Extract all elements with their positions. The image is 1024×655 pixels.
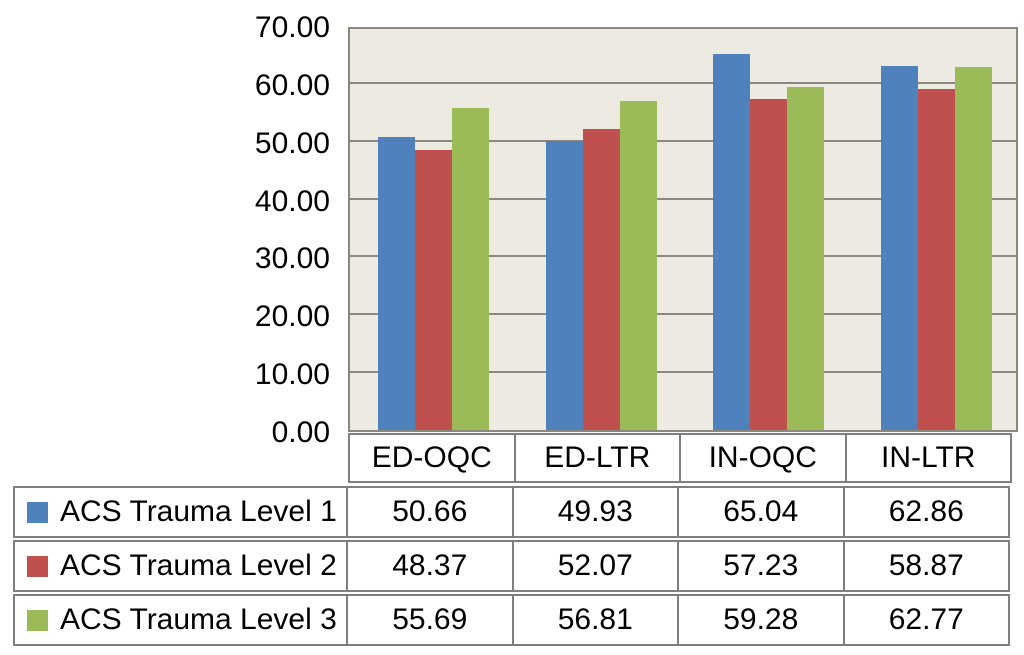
plot-area [348, 27, 1018, 432]
gridline [350, 255, 1016, 258]
y-axis: 0.00 10.00 20.00 30.00 40.00 50.00 60.00 70.00 [0, 0, 340, 460]
bar-ed-oqc-level-2 [415, 150, 453, 430]
value-cell-in-ltr-level-1: 62.86 [842, 486, 1010, 538]
bar-in-oqc-level-2 [750, 98, 788, 430]
y-tick-label: 70.00 [254, 11, 330, 44]
value-cell-ed-ltr-level-3: 56.81 [511, 594, 679, 646]
gridline [350, 313, 1016, 316]
legend-swatch-icon [27, 501, 48, 523]
gridline [350, 197, 1016, 200]
legend-label: ACS Trauma Level 3 [60, 603, 337, 636]
bar-in-oqc-level-1 [713, 53, 751, 430]
value-cell-in-ltr-level-3: 62.77 [842, 594, 1010, 646]
legend-key-level-2: ACS Trauma Level 2 [13, 540, 348, 592]
table-row: ACS Trauma Level 3 55.69 56.81 59.28 62.77 [13, 594, 1010, 646]
y-tick-label: 60.00 [254, 68, 330, 102]
bar-in-ltr-level-2 [917, 89, 955, 430]
bar-ed-ltr-level-3 [619, 101, 657, 430]
gridline [350, 371, 1016, 374]
y-tick-label: 20.00 [254, 300, 330, 334]
bar-ed-ltr-level-2 [582, 128, 620, 430]
legend-key-level-3: ACS Trauma Level 3 [13, 594, 348, 646]
category-header-in-ltr: IN-LTR [844, 433, 1012, 483]
legend-label: ACS Trauma Level 2 [60, 549, 337, 582]
value-cell-ed-oqc-level-1: 50.66 [346, 486, 514, 538]
y-tick-label: 50.00 [254, 126, 330, 160]
value-cell-ed-oqc-level-2: 48.37 [346, 540, 514, 592]
bar-ed-oqc-level-1 [378, 136, 416, 430]
category-header-row: ED-OQC ED-LTR IN-OQC IN-LTR [348, 433, 1012, 483]
bar-in-ltr-level-1 [880, 66, 918, 430]
bar-in-ltr-level-3 [954, 66, 992, 430]
table-row: ACS Trauma Level 2 48.37 52.07 57.23 58.87 [13, 540, 1010, 592]
value-cell-ed-ltr-level-2: 52.07 [511, 540, 679, 592]
bar-ed-oqc-level-3 [452, 107, 490, 430]
value-cell-in-oqc-level-3: 59.28 [677, 594, 845, 646]
table-row: ACS Trauma Level 1 50.66 49.93 65.04 62.86 [13, 486, 1010, 538]
gridline [350, 139, 1016, 142]
legend-label: ACS Trauma Level 1 [60, 495, 337, 528]
legend-swatch-icon [27, 609, 48, 631]
value-cell-in-ltr-level-2: 58.87 [842, 540, 1010, 592]
y-tick-label: 40.00 [254, 184, 330, 218]
category-header-ed-oqc: ED-OQC [348, 433, 516, 483]
value-cell-ed-ltr-level-1: 49.93 [511, 486, 679, 538]
gridline [350, 81, 1016, 84]
value-cell-in-oqc-level-2: 57.23 [677, 540, 845, 592]
value-cell-ed-oqc-level-3: 55.69 [346, 594, 514, 646]
legend-key-level-1: ACS Trauma Level 1 [13, 486, 348, 538]
bar-in-oqc-level-3 [787, 87, 825, 430]
y-tick-label: 0.00 [271, 416, 330, 449]
bar-ed-ltr-level-1 [545, 141, 583, 430]
y-tick-label: 30.00 [254, 242, 330, 276]
value-cell-in-oqc-level-1: 65.04 [677, 486, 845, 538]
category-header-ed-ltr: ED-LTR [513, 433, 681, 483]
y-tick-label: 10.00 [254, 358, 330, 392]
legend-swatch-icon [27, 555, 48, 577]
category-header-in-oqc: IN-OQC [679, 433, 847, 483]
